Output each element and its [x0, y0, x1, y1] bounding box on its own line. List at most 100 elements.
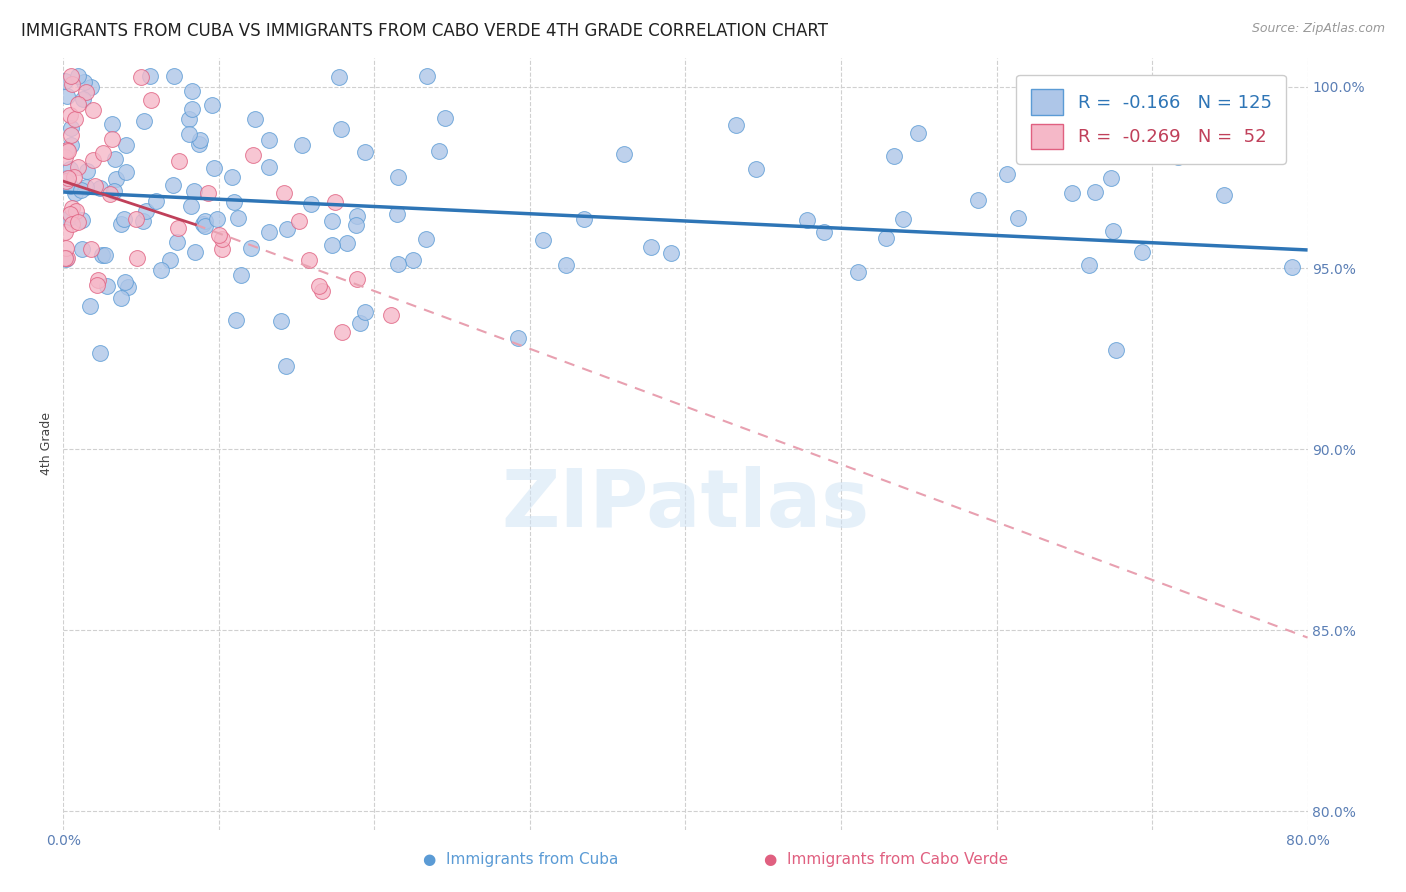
Point — [60, 120, 83, 135]
Point — [226, 211, 249, 226]
Point — [55, 252, 77, 266]
Point — [180, 102, 202, 116]
Point — [59, 210, 82, 224]
Point — [103, 184, 125, 198]
Point — [194, 219, 217, 233]
Point — [53, 225, 76, 239]
Point — [89, 346, 111, 360]
Point — [101, 131, 124, 145]
Point — [70, 213, 93, 227]
Point — [139, 93, 162, 107]
Point — [221, 169, 243, 184]
Point — [59, 207, 82, 221]
Point — [385, 207, 408, 221]
Point — [82, 103, 104, 117]
Text: ZIPatlas: ZIPatlas — [502, 467, 869, 544]
Point — [555, 258, 578, 272]
Point — [1060, 186, 1083, 200]
Point — [813, 225, 835, 239]
Point — [60, 217, 83, 231]
Point — [83, 179, 105, 194]
Point — [59, 108, 82, 122]
Point — [311, 284, 333, 298]
Point — [105, 171, 128, 186]
Point — [80, 80, 103, 95]
Point — [875, 231, 897, 245]
Point — [194, 214, 217, 228]
Point — [76, 164, 98, 178]
Point — [208, 227, 231, 242]
Point — [193, 217, 215, 231]
Point — [1281, 260, 1303, 274]
Point — [114, 137, 136, 152]
Point — [89, 181, 111, 195]
Point — [188, 136, 211, 151]
Point — [184, 244, 207, 259]
Point — [55, 211, 77, 226]
Point — [1167, 150, 1189, 164]
Point — [883, 149, 905, 163]
Point — [257, 160, 280, 174]
Point — [59, 69, 82, 83]
Point — [86, 272, 108, 286]
Point — [967, 193, 990, 207]
Point — [127, 252, 149, 266]
Point — [55, 252, 77, 266]
Point — [53, 150, 76, 164]
Point — [274, 359, 297, 373]
Point — [145, 194, 167, 208]
Point — [65, 186, 87, 200]
Point — [745, 162, 768, 177]
Point — [58, 179, 80, 194]
Text: ●  Immigrants from Cabo Verde: ● Immigrants from Cabo Verde — [763, 852, 1008, 867]
Point — [276, 221, 298, 235]
Point — [506, 331, 529, 345]
Point — [56, 144, 79, 158]
Point — [415, 231, 437, 245]
Point — [231, 268, 253, 282]
Text: Source: ZipAtlas.com: Source: ZipAtlas.com — [1251, 22, 1385, 36]
Point — [353, 305, 375, 319]
Point — [63, 169, 86, 184]
Point — [415, 69, 437, 83]
Point — [225, 313, 247, 327]
Point — [63, 112, 86, 126]
Point — [240, 241, 263, 255]
Point — [1102, 224, 1125, 238]
Point — [270, 314, 292, 328]
Point — [180, 84, 202, 98]
Point — [159, 253, 181, 268]
Point — [200, 98, 222, 112]
Y-axis label: 4th Grade: 4th Grade — [39, 412, 53, 475]
Point — [115, 165, 138, 179]
Point — [56, 171, 79, 186]
Point — [346, 209, 368, 223]
Point — [211, 232, 233, 246]
Point — [574, 212, 596, 227]
Point — [202, 161, 225, 175]
Point — [330, 325, 353, 339]
Point — [796, 213, 818, 227]
Point — [91, 248, 114, 262]
Point — [1078, 258, 1101, 272]
Point — [995, 167, 1018, 181]
Point — [613, 146, 636, 161]
Point — [907, 126, 929, 140]
Point — [129, 70, 152, 85]
Point — [53, 252, 76, 266]
Point — [167, 153, 190, 168]
Point — [188, 133, 211, 147]
Point — [86, 278, 108, 293]
Point — [66, 160, 89, 174]
Point — [59, 162, 82, 177]
Point — [80, 242, 103, 256]
Point — [380, 308, 402, 322]
Point — [96, 279, 118, 293]
Point — [257, 225, 280, 239]
Point — [1212, 188, 1234, 202]
Point — [177, 127, 200, 141]
Point — [162, 178, 184, 192]
Point — [67, 97, 90, 112]
Point — [349, 316, 371, 330]
Point — [166, 235, 188, 249]
